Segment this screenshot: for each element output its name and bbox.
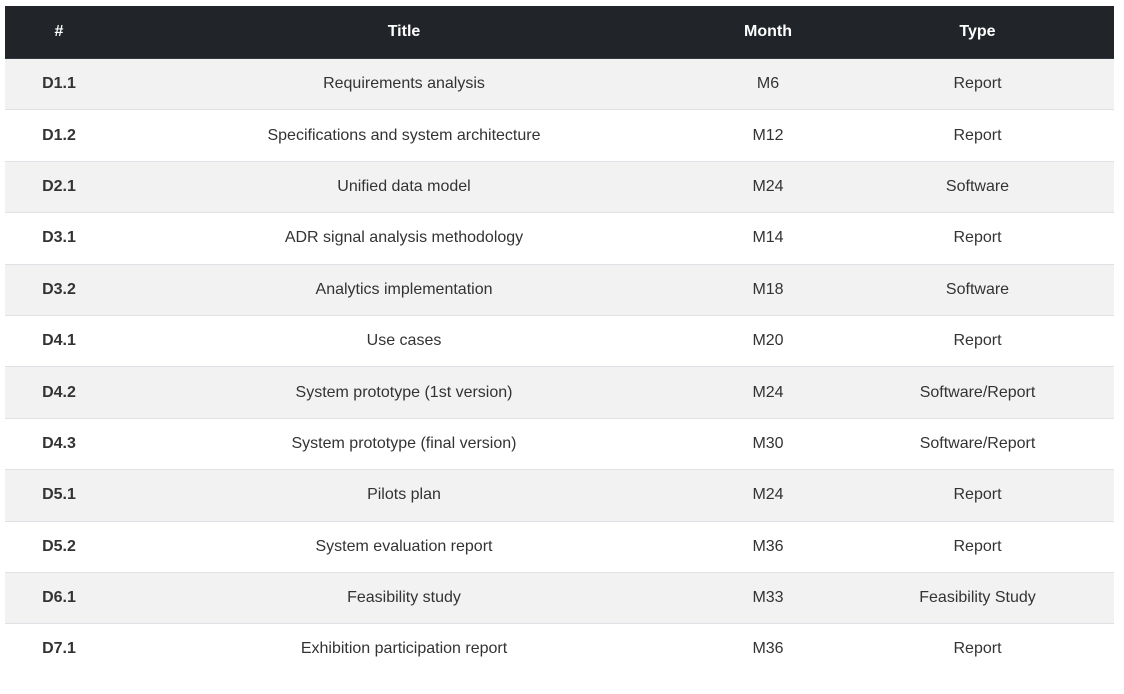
deliverable-id: D1.1 <box>5 57 113 110</box>
table-cell: Feasibility Study <box>841 571 1114 624</box>
table-cell: Requirements analysis <box>113 57 695 110</box>
table-cell: M20 <box>695 314 841 367</box>
table-row: D4.2 System prototype (1st version) M24 Sof… <box>5 366 1114 419</box>
table-cell: ADR signal analysis methodology <box>113 212 695 265</box>
table-cell: System evaluation report <box>113 520 695 573</box>
table-cell: Report <box>841 314 1114 367</box>
table-row: D4.3 System prototype (final version) M30 S… <box>5 417 1114 470</box>
deliverable-id: D3.1 <box>5 212 113 265</box>
table-header: # Title Month Type <box>5 6 1114 59</box>
deliverable-id: D3.2 <box>5 263 113 316</box>
header-row: # Title Month Type <box>5 6 1114 59</box>
deliverable-id: D6.1 <box>5 571 113 624</box>
table-cell: M18 <box>695 263 841 316</box>
header-cell: # <box>5 6 113 59</box>
deliverable-id: D4.2 <box>5 366 113 419</box>
deliverable-id: D5.2 <box>5 520 113 573</box>
table-cell: Specifications and system architecture <box>113 109 695 162</box>
table-cell: M12 <box>695 109 841 162</box>
table-cell: Report <box>841 109 1114 162</box>
table-cell: Software/Report <box>841 366 1114 419</box>
table-row: D5.2 System evaluation report M36 Report <box>5 520 1114 573</box>
table-cell: M33 <box>695 571 841 624</box>
table-cell: M36 <box>695 623 841 675</box>
table-row: D1.2 Specifications and system architectu… <box>5 109 1114 162</box>
table-cell: Report <box>841 520 1114 573</box>
table-cell: M24 <box>695 160 841 213</box>
table-cell: Exhibition participation report <box>113 623 695 675</box>
table-cell: M24 <box>695 366 841 419</box>
table-cell: M36 <box>695 520 841 573</box>
table-cell: Unified data model <box>113 160 695 213</box>
table-row: D4.1 Use cases M20 Report <box>5 314 1114 367</box>
table-row: D3.2 Analytics implementation M18 Software <box>5 263 1114 316</box>
table-cell: Report <box>841 623 1114 675</box>
table-cell: M14 <box>695 212 841 265</box>
table-cell: Report <box>841 57 1114 110</box>
table-cell: Report <box>841 469 1114 522</box>
table-cell: System prototype (final version) <box>113 417 695 470</box>
table-body: D1.1 Requirements analysis M6 Report D1.2 Spe… <box>5 57 1114 675</box>
deliverable-id: D4.1 <box>5 314 113 367</box>
table-row: D2.1 Unified data model M24 Software <box>5 160 1114 213</box>
table-cell: Feasibility study <box>113 571 695 624</box>
table-cell: Software/Report <box>841 417 1114 470</box>
table-cell: Software <box>841 263 1114 316</box>
table-cell: Analytics implementation <box>113 263 695 316</box>
deliverable-id: D5.1 <box>5 469 113 522</box>
table-cell: M24 <box>695 469 841 522</box>
deliverable-id: D7.1 <box>5 623 113 675</box>
table-row: D1.1 Requirements analysis M6 Report <box>5 57 1114 110</box>
table-row: D3.1 ADR signal analysis methodology M14 Re… <box>5 212 1114 265</box>
header-cell: Type <box>841 6 1114 59</box>
table-cell: M6 <box>695 57 841 110</box>
deliverables-table: # Title Month Type D1.1 Requirements analysi… <box>5 6 1114 675</box>
table-row: D7.1 Exhibition participation report M36 Re… <box>5 623 1114 675</box>
table-cell: Report <box>841 212 1114 265</box>
deliverable-id: D4.3 <box>5 417 113 470</box>
header-cell: Month <box>695 6 841 59</box>
table-row: D5.1 Pilots plan M24 Report <box>5 469 1114 522</box>
table-cell: M30 <box>695 417 841 470</box>
deliverable-id: D2.1 <box>5 160 113 213</box>
table-cell: Software <box>841 160 1114 213</box>
deliverable-id: D1.2 <box>5 109 113 162</box>
table-row: D6.1 Feasibility study M33 Feasibility Stud… <box>5 571 1114 624</box>
header-cell: Title <box>113 6 695 59</box>
table-cell: System prototype (1st version) <box>113 366 695 419</box>
table-cell: Pilots plan <box>113 469 695 522</box>
table-cell: Use cases <box>113 314 695 367</box>
